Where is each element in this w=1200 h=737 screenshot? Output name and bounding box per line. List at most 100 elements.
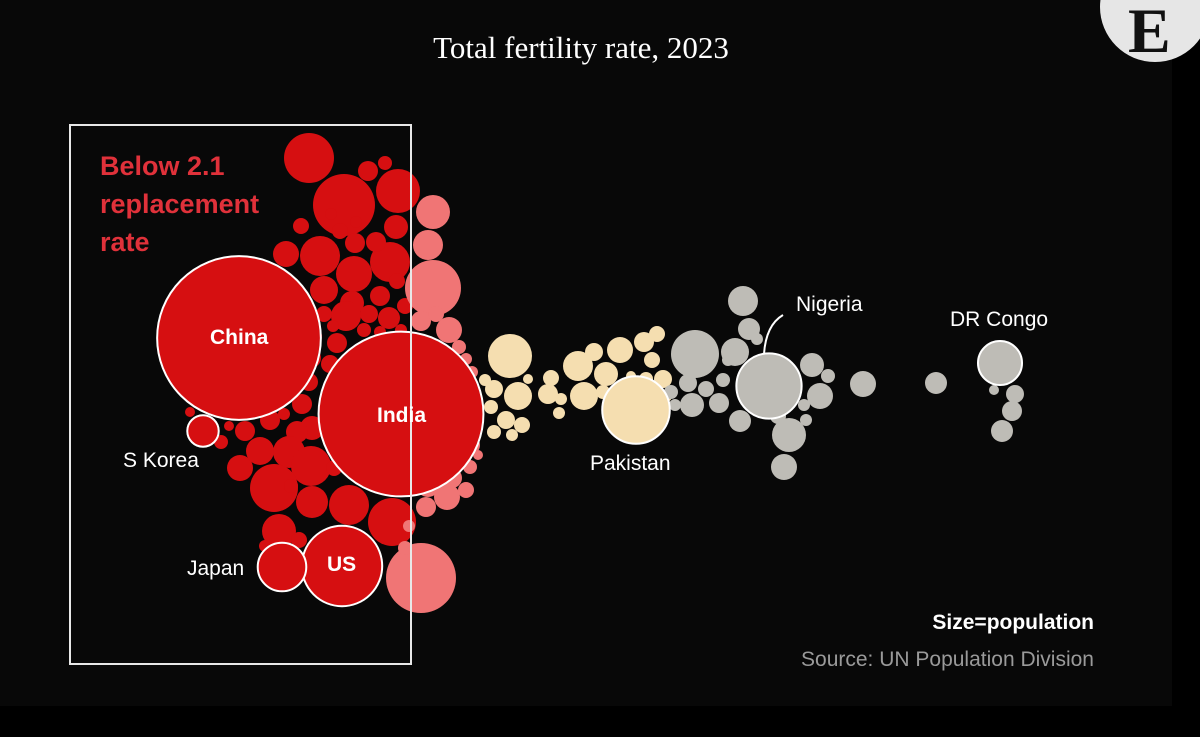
bubble-near-64 [413, 230, 443, 260]
bubble-below-38 [329, 485, 369, 525]
bubble-mid-86 [484, 400, 498, 414]
bubble-below-36 [250, 464, 298, 512]
bubble-below-11 [345, 233, 365, 253]
bubble-below-49 [278, 408, 290, 420]
label-india: India [377, 404, 427, 427]
size-note: Size=population [932, 611, 1094, 634]
label-nigeria: Nigeria [796, 293, 863, 316]
bubble-high-136 [991, 420, 1013, 442]
bubble-near-67 [436, 317, 462, 343]
replacement-rate-box [69, 124, 412, 665]
bubble-high-115 [698, 381, 714, 397]
bubble-below-31 [292, 394, 312, 414]
bubble-india [317, 330, 485, 498]
bubble-below-43 [235, 421, 255, 441]
bubble-high-124 [807, 383, 833, 409]
bubble-below-2 [376, 169, 420, 213]
bubble-below-6 [336, 256, 372, 292]
bubble-near-76 [458, 482, 474, 498]
bubble-mid-94 [543, 370, 559, 386]
label-dr-congo: DR Congo [950, 308, 1049, 331]
bubble-mid-90 [479, 374, 491, 386]
bubble-mid-87 [497, 411, 515, 429]
bubble-below-20 [360, 305, 378, 323]
bubble-below-17 [370, 286, 390, 306]
bubble-china [156, 255, 322, 421]
bubble-near-82 [398, 541, 412, 555]
bubble-high-126 [771, 454, 797, 480]
bubble-nigeria [735, 352, 803, 420]
bubble-below-9 [325, 208, 337, 220]
bubble-mid-92 [506, 429, 518, 441]
bubble-japan [256, 541, 308, 593]
bubble-below-27 [327, 333, 347, 353]
bubble-mid-99 [607, 337, 633, 363]
bubble-near-81 [403, 520, 415, 532]
bubble-dr-congo [976, 339, 1024, 387]
bubble-mid-85 [485, 380, 503, 398]
bubble-below-40 [262, 514, 296, 548]
bubble-mid-88 [514, 417, 530, 433]
bubble-high-128 [850, 371, 876, 397]
bubble-high-135 [1002, 401, 1022, 421]
nigeria-leader-line [763, 314, 784, 355]
bubble-below-14 [293, 218, 309, 234]
bubble-below-19 [331, 301, 361, 331]
bubble-near-68 [428, 306, 444, 322]
bubble-below-26 [357, 323, 371, 337]
bubble-mid-102 [649, 326, 665, 342]
bubble-near-77 [416, 497, 436, 517]
bubble-below-12 [366, 232, 386, 252]
label-pakistan: Pakistan [590, 452, 671, 475]
source-note: Source: UN Population Division [801, 648, 1094, 671]
bubble-below-41 [227, 455, 253, 481]
label-china: China [210, 326, 269, 349]
bubble-high-125 [772, 418, 806, 452]
bubble-below-54 [224, 421, 234, 431]
bubble-high-134 [1006, 385, 1024, 403]
bubble-high-133 [925, 372, 947, 394]
bubble-near-65 [405, 260, 461, 316]
bubble-below-37 [296, 486, 328, 518]
bubble-high-111 [728, 286, 758, 316]
bubble-mid-84 [504, 382, 532, 410]
bubble-near-66 [411, 311, 431, 331]
bubble-high-123 [821, 369, 835, 383]
bubble-pakistan [601, 375, 671, 445]
bubble-below-0 [284, 133, 334, 183]
bubble-mid-91 [523, 374, 533, 384]
bubble-high-127 [729, 410, 751, 432]
bubble-below-8 [273, 241, 299, 267]
bubble-below-4 [378, 156, 392, 170]
bubble-high-119 [680, 393, 704, 417]
bubble-below-57 [291, 532, 307, 548]
right-letterbox [1172, 0, 1200, 706]
bubble-mid-108 [553, 407, 565, 419]
bubble-high-130 [798, 399, 810, 411]
bubble-below-10 [332, 223, 348, 239]
bubble-mid-89 [487, 425, 501, 439]
bubble-below-18 [389, 273, 405, 289]
bubble-below-21 [378, 307, 400, 329]
bubble-below-42 [246, 437, 274, 465]
label-us: US [327, 553, 357, 576]
bubble-mid-98 [594, 362, 618, 386]
bubble-mid-100 [585, 343, 603, 361]
bubble-mid-97 [555, 393, 567, 405]
bubble-below-50 [316, 306, 332, 322]
bubble-below-15 [310, 276, 338, 304]
bubble-high-116 [709, 393, 729, 413]
bubble-mid-101 [634, 332, 654, 352]
bubble-below-35 [291, 446, 331, 486]
bubble-near-80 [473, 450, 483, 460]
bubble-s-korea [186, 414, 220, 448]
label-japan: Japan [187, 557, 245, 580]
bubble-below-55 [185, 407, 195, 417]
bubble-below-5 [300, 236, 340, 276]
bubble-below-60 [350, 216, 362, 228]
bubble-below-39 [368, 498, 416, 546]
bubble-below-13 [384, 215, 408, 239]
bubble-mid-93 [563, 351, 593, 381]
bubble-near-75 [434, 484, 460, 510]
